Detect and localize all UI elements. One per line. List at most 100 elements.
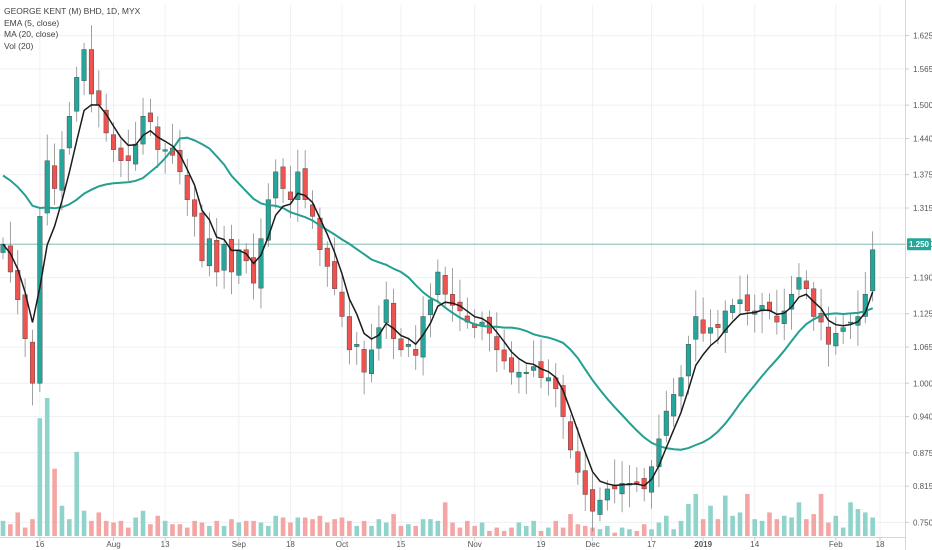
candle[interactable]: [752, 294, 758, 333]
candle[interactable]: [870, 231, 876, 302]
candle[interactable]: [442, 266, 448, 307]
candle[interactable]: [825, 306, 831, 367]
candle[interactable]: [796, 263, 802, 296]
candle[interactable]: [118, 139, 124, 178]
candle[interactable]: [251, 233, 257, 300]
candle[interactable]: [597, 487, 603, 522]
candle[interactable]: [199, 204, 205, 268]
candle[interactable]: [722, 300, 728, 353]
candle[interactable]: [125, 129, 131, 182]
candle[interactable]: [671, 377, 677, 427]
candle[interactable]: [811, 282, 817, 331]
candle[interactable]: [258, 218, 264, 309]
candle[interactable]: [243, 243, 249, 274]
candle[interactable]: [29, 329, 35, 406]
candle[interactable]: [833, 316, 839, 355]
candle[interactable]: [44, 134, 50, 226]
candle[interactable]: [604, 480, 610, 511]
candle[interactable]: [66, 101, 72, 155]
candle[interactable]: [663, 390, 669, 443]
candle[interactable]: [361, 340, 367, 395]
time-axis[interactable]: 16Aug13Sep18Oct15Nov19Dec17201914Feb18Ma…: [0, 537, 932, 549]
candle[interactable]: [405, 337, 411, 358]
candle[interactable]: [708, 309, 714, 346]
candle[interactable]: [531, 340, 537, 378]
candle[interactable]: [501, 329, 507, 370]
candle[interactable]: [744, 274, 750, 326]
candle[interactable]: [737, 275, 743, 315]
candle[interactable]: [287, 165, 293, 219]
candle[interactable]: [302, 150, 308, 209]
candle[interactable]: [700, 297, 706, 342]
candle[interactable]: [730, 298, 736, 320]
candle[interactable]: [693, 290, 699, 362]
candle[interactable]: [855, 290, 861, 346]
candle[interactable]: [840, 315, 846, 345]
candle[interactable]: [96, 70, 102, 128]
candles[interactable]: [0, 25, 876, 532]
candle[interactable]: [619, 461, 625, 513]
candle[interactable]: [221, 225, 227, 289]
candle[interactable]: [516, 359, 522, 394]
candle[interactable]: [170, 123, 176, 164]
candle[interactable]: [612, 459, 618, 504]
candle[interactable]: [685, 335, 691, 395]
candle[interactable]: [228, 224, 234, 295]
candle[interactable]: [273, 159, 279, 209]
candle[interactable]: [715, 309, 721, 345]
candle[interactable]: [37, 207, 43, 392]
candle[interactable]: [310, 190, 316, 229]
candle[interactable]: [376, 305, 382, 361]
chart-title[interactable]: GEORGE KENT (M) BHD, 1D, MYX: [4, 6, 141, 16]
candle[interactable]: [59, 131, 65, 211]
candle[interactable]: [509, 341, 515, 385]
candle[interactable]: [155, 116, 161, 168]
candle[interactable]: [678, 365, 684, 411]
candle[interactable]: [346, 300, 352, 365]
candle[interactable]: [74, 66, 80, 122]
candle[interactable]: [339, 271, 345, 328]
candle[interactable]: [427, 283, 433, 338]
candle[interactable]: [81, 42, 87, 96]
candle[interactable]: [759, 292, 765, 334]
candle[interactable]: [391, 288, 397, 360]
candle[interactable]: [575, 427, 581, 485]
candle[interactable]: [15, 250, 21, 315]
candle[interactable]: [88, 25, 94, 113]
candle[interactable]: [214, 218, 220, 287]
candle[interactable]: [848, 313, 854, 340]
candle[interactable]: [545, 359, 551, 396]
candle[interactable]: [413, 325, 419, 370]
candle[interactable]: [383, 281, 389, 340]
candle[interactable]: [354, 331, 360, 365]
candle[interactable]: [486, 310, 492, 352]
candle[interactable]: [567, 414, 573, 459]
candle[interactable]: [332, 237, 338, 296]
candle[interactable]: [295, 149, 301, 222]
ma-legend[interactable]: MA (20, close): [4, 29, 59, 39]
candle[interactable]: [649, 460, 655, 509]
ema-legend[interactable]: EMA (5, close): [4, 17, 60, 28]
candle[interactable]: [590, 473, 596, 532]
candle[interactable]: [634, 467, 640, 492]
candle[interactable]: [324, 241, 330, 287]
candle[interactable]: [369, 323, 375, 383]
candle[interactable]: [789, 275, 795, 330]
candle[interactable]: [494, 312, 500, 373]
price-axis[interactable]: 1.625 1.565 1.500 1.440 1.375 1.315 1.250 1.190…: [905, 0, 932, 550]
candle[interactable]: [553, 363, 559, 408]
candle[interactable]: [582, 450, 588, 511]
candle[interactable]: [280, 158, 286, 204]
candle[interactable]: [435, 259, 441, 304]
candle[interactable]: [781, 288, 787, 341]
candle[interactable]: [111, 122, 117, 163]
candle[interactable]: [766, 293, 772, 320]
candle[interactable]: [398, 328, 404, 357]
candle[interactable]: [140, 97, 146, 155]
candle[interactable]: [206, 212, 212, 277]
candle[interactable]: [656, 414, 662, 487]
candle[interactable]: [774, 289, 780, 335]
candle[interactable]: [560, 374, 566, 439]
candle[interactable]: [523, 363, 529, 395]
candle[interactable]: [192, 187, 198, 237]
